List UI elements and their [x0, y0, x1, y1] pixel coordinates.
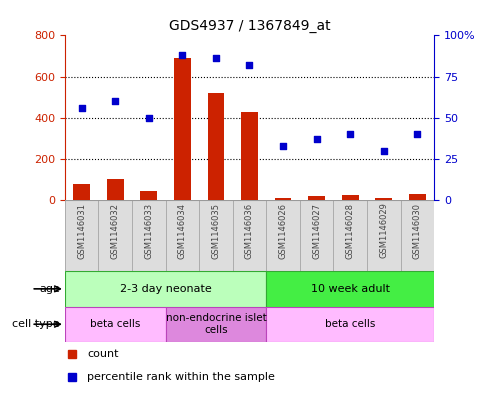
- Bar: [375, 198, 392, 200]
- Text: beta cells: beta cells: [90, 319, 140, 329]
- Text: 2-3 day neonate: 2-3 day neonate: [120, 284, 212, 294]
- Point: [178, 52, 186, 58]
- Bar: [241, 112, 258, 200]
- Bar: [274, 198, 291, 200]
- Text: GSM1146028: GSM1146028: [346, 202, 355, 259]
- Text: percentile rank within the sample: percentile rank within the sample: [87, 372, 275, 382]
- Bar: [107, 179, 124, 200]
- Text: 10 week adult: 10 week adult: [311, 284, 390, 294]
- Bar: [65, 307, 166, 342]
- Point: [313, 136, 321, 143]
- Point: [145, 115, 153, 121]
- Bar: [208, 93, 225, 200]
- Text: GSM1146032: GSM1146032: [111, 202, 120, 259]
- Point: [279, 143, 287, 149]
- Point: [78, 105, 86, 111]
- Text: GSM1146033: GSM1146033: [144, 202, 153, 259]
- Text: GSM1146034: GSM1146034: [178, 202, 187, 259]
- Text: GSM1146026: GSM1146026: [278, 202, 287, 259]
- Bar: [409, 194, 426, 200]
- Text: non-endocrine islet
cells: non-endocrine islet cells: [166, 314, 266, 335]
- Text: GSM1146036: GSM1146036: [245, 202, 254, 259]
- Point: [246, 62, 253, 68]
- Title: GDS4937 / 1367849_at: GDS4937 / 1367849_at: [169, 19, 330, 33]
- Bar: [342, 195, 359, 200]
- Text: cell type: cell type: [12, 319, 60, 329]
- Text: age: age: [39, 284, 60, 294]
- Bar: [65, 271, 266, 307]
- Bar: [166, 307, 266, 342]
- Text: beta cells: beta cells: [325, 319, 375, 329]
- Text: GSM1146029: GSM1146029: [379, 202, 388, 259]
- Text: GSM1146027: GSM1146027: [312, 202, 321, 259]
- Point: [380, 148, 388, 154]
- Bar: [308, 196, 325, 200]
- Text: GSM1146031: GSM1146031: [77, 202, 86, 259]
- Point: [111, 98, 119, 105]
- Text: GSM1146035: GSM1146035: [212, 202, 221, 259]
- Point: [346, 131, 354, 138]
- Text: GSM1146030: GSM1146030: [413, 202, 422, 259]
- Bar: [73, 184, 90, 200]
- Text: count: count: [87, 349, 119, 359]
- Bar: [174, 58, 191, 200]
- Bar: [140, 191, 157, 200]
- Bar: [266, 271, 434, 307]
- Point: [413, 131, 421, 138]
- Point: [212, 55, 220, 62]
- Bar: [266, 307, 434, 342]
